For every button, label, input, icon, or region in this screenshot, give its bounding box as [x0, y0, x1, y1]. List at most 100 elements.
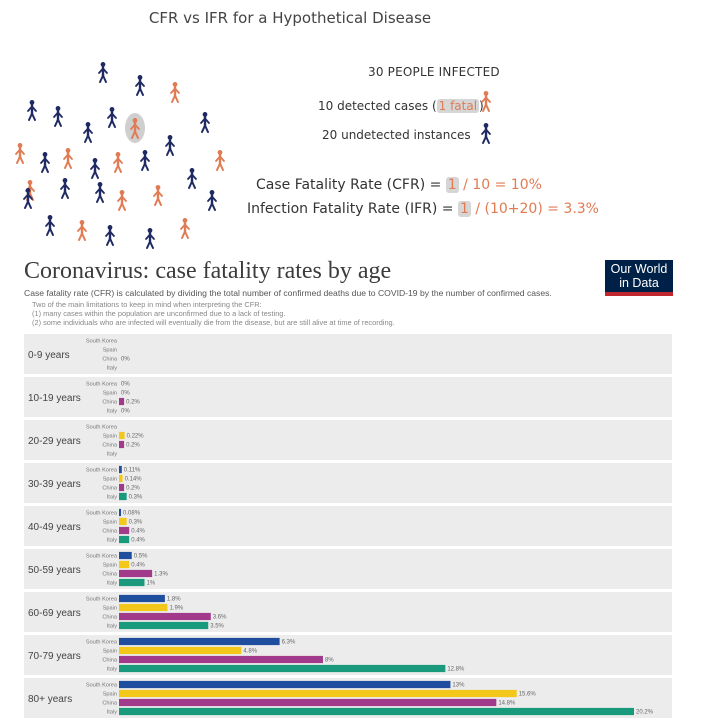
detected-person-icon: [77, 220, 87, 241]
cfr-formula: Case Fatality Rate (CFR) = 1 / 10 = 10%: [256, 177, 542, 193]
bar[interactable]: [119, 569, 153, 578]
age-group-label: 50-59 years: [28, 565, 81, 576]
detected-person-icon: [215, 150, 225, 171]
undetected-person-icon: [45, 215, 55, 236]
bar[interactable]: [119, 664, 446, 673]
series-label: Italy: [107, 495, 117, 501]
cfr-result: / 10 = 10%: [458, 177, 542, 193]
undetected-person-icon: [145, 228, 155, 249]
undetected-person-icon: [207, 190, 217, 211]
series-label: China: [102, 486, 118, 492]
bar[interactable]: [119, 440, 125, 449]
undetected-person-icon: [40, 152, 50, 173]
bar-value-label: 13%: [452, 683, 465, 689]
series-label: South Korea: [86, 683, 118, 689]
detected-person-icon: [481, 91, 491, 112]
bar[interactable]: [119, 637, 280, 646]
detected-person-icon: [170, 82, 180, 103]
age-group-panel: [24, 420, 672, 460]
bar-value-label: 0%: [121, 382, 130, 388]
series-label: China: [102, 572, 118, 578]
undetected-person-icon: [95, 182, 105, 203]
bar[interactable]: [119, 646, 242, 655]
series-label: Spain: [103, 434, 117, 440]
series-label: China: [102, 443, 118, 449]
undetected-person-icon: [140, 150, 150, 171]
bar[interactable]: [119, 689, 517, 698]
owid-logo[interactable]: Our World in Data: [605, 260, 673, 296]
fatal-highlight: 1 fatal: [436, 99, 480, 113]
age-group-panel: [24, 377, 672, 417]
bar[interactable]: [119, 578, 145, 587]
bar[interactable]: [119, 621, 209, 630]
chart-note: Two of the main limitations to keep in m…: [32, 300, 262, 309]
undetected-person-icon: [23, 188, 33, 209]
bar[interactable]: [119, 526, 130, 535]
bar[interactable]: [119, 431, 125, 440]
series-label: South Korea: [86, 640, 118, 646]
bar[interactable]: [119, 483, 125, 492]
age-group-label: 0-9 years: [28, 350, 70, 361]
bar[interactable]: [119, 594, 165, 603]
bar-value-label: 6.3%: [282, 640, 296, 646]
people-crowd: [15, 62, 225, 249]
bar[interactable]: [119, 603, 168, 612]
bar[interactable]: [119, 474, 123, 483]
bar[interactable]: [119, 508, 122, 517]
bar[interactable]: [119, 707, 634, 716]
bar[interactable]: [119, 465, 122, 474]
series-label: Italy: [107, 624, 117, 630]
chart-title: Coronavirus: case fatality rates by age: [24, 258, 392, 284]
cfr-ifr-illustration: CFR vs IFR for a Hypothetical Disease 30…: [0, 0, 702, 256]
bar-value-label: 0.4%: [131, 529, 145, 535]
bar-value-label: 0.22%: [127, 434, 145, 440]
age-group-panel: [24, 463, 672, 503]
bar[interactable]: [119, 560, 130, 569]
illustration-title: CFR vs IFR for a Hypothetical Disease: [148, 9, 432, 27]
bar-value-label: 3.6%: [213, 615, 227, 621]
bar[interactable]: [119, 397, 125, 406]
bar-value-label: 1.8%: [167, 597, 181, 603]
undetected-person-icon: [60, 178, 70, 199]
series-label: South Korea: [86, 597, 118, 603]
series-label: South Korea: [86, 382, 118, 388]
bar-value-label: 14.8%: [498, 701, 516, 707]
bar[interactable]: [119, 535, 130, 544]
undetected-label: 20 undetected instances: [322, 128, 471, 142]
bar-value-label: 12.8%: [447, 667, 465, 673]
age-group-label: 60-69 years: [28, 608, 81, 619]
bar-value-label: 4.8%: [243, 649, 257, 655]
bar[interactable]: [119, 517, 127, 526]
total-infected-label: 30 PEOPLE INFECTED: [368, 65, 500, 79]
series-label: Spain: [103, 477, 117, 483]
undetected-person-icon: [481, 123, 491, 144]
ifr-formula: Infection Fatality Rate (IFR) = 1 / (10+…: [247, 201, 599, 217]
undetected-person-icon: [90, 158, 100, 179]
bar[interactable]: [119, 655, 323, 664]
series-label: Spain: [103, 348, 117, 354]
bar[interactable]: [119, 492, 127, 501]
bar-value-label: 0.2%: [126, 443, 140, 449]
bar-value-label: 0.2%: [126, 486, 140, 492]
bar-value-label: 0.3%: [129, 520, 143, 526]
bar[interactable]: [119, 680, 451, 689]
bar-value-label: 0.2%: [126, 400, 140, 406]
bar-value-label: 0.14%: [125, 477, 143, 483]
detected-person-icon: [153, 185, 163, 206]
series-label: South Korea: [86, 339, 118, 345]
logo-line-2: in Data: [619, 276, 659, 290]
detected-person-icon: [130, 118, 140, 139]
ifr-numerator: 1: [457, 201, 471, 217]
undetected-person-icon: [187, 168, 197, 189]
ifr-result: / (10+20) = 3.3%: [470, 201, 599, 217]
bar[interactable]: [119, 698, 497, 707]
bar[interactable]: [119, 612, 211, 621]
logo-line-1: Our World: [610, 262, 668, 276]
detected-person-icon: [117, 190, 127, 211]
series-label: China: [102, 400, 118, 406]
age-group-label: 70-79 years: [28, 651, 81, 662]
bar[interactable]: [119, 551, 132, 560]
age-group-panel: [24, 334, 672, 374]
bar-value-label: 3.5%: [210, 624, 224, 630]
